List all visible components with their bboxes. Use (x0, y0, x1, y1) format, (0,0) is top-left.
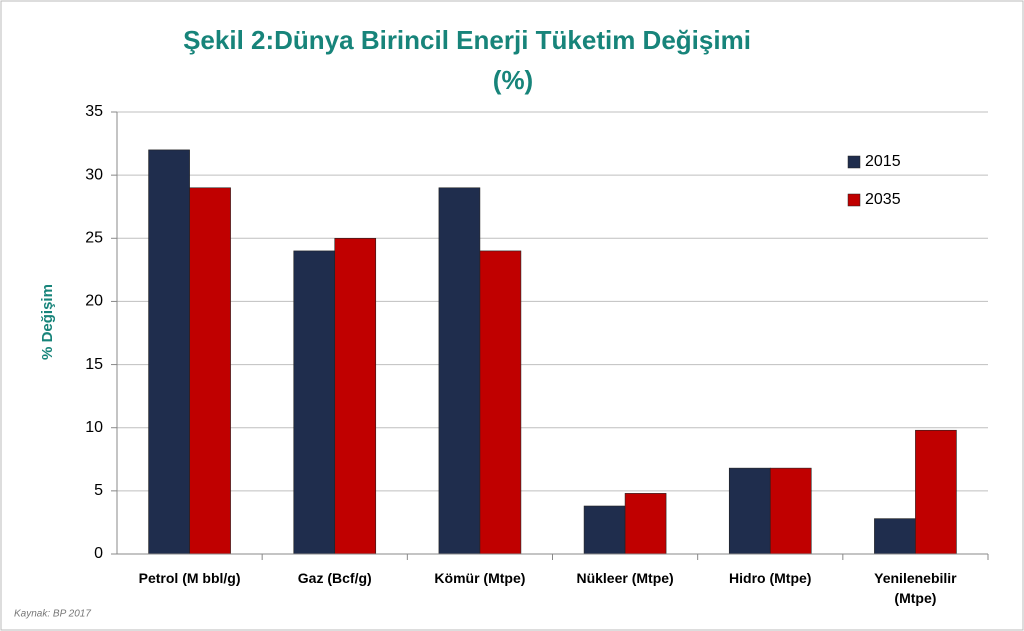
y-tick-label: 30 (85, 166, 103, 183)
y-tick-label: 20 (85, 293, 103, 310)
y-tick-label: 0 (94, 545, 103, 562)
bar (583, 505, 626, 555)
y-axis-label: % Değişim (39, 284, 56, 360)
y-tick-label: 35 (85, 103, 103, 120)
x-tick-label: Yenilenebilir (Mtpe) (874, 570, 957, 606)
legend-label: 2015 (865, 153, 901, 170)
bar (293, 250, 336, 555)
y-tick-label: 25 (85, 230, 103, 247)
x-tick-label: Nükleer (Mtpe) (576, 570, 674, 586)
bar (769, 467, 812, 555)
x-tick-label: Hidro (Mtpe) (729, 570, 812, 586)
x-tick-label: Kömür (Mtpe) (434, 570, 526, 586)
bar (189, 187, 231, 555)
bar (728, 467, 771, 555)
y-tick-label: 15 (85, 356, 103, 373)
x-tick-label: Petrol (M bbl/g) (138, 570, 241, 586)
legend-label: 2035 (865, 191, 901, 208)
bar (479, 250, 522, 555)
source: Kaynak: BP 2017 (14, 609, 91, 620)
bar (915, 429, 957, 555)
legend-swatch (847, 155, 861, 169)
bar (148, 149, 190, 555)
chart-title: Şekil 2:Dünya Birincil Enerji Tüketim De… (183, 25, 751, 55)
y-tick-label: 10 (85, 419, 103, 436)
y-tick-label: 5 (94, 482, 103, 499)
bar (874, 518, 916, 555)
x-tick-label: Gaz (Bcf/g) (297, 570, 372, 586)
bar (624, 493, 667, 555)
legend-swatch (847, 193, 861, 207)
bar (438, 187, 481, 555)
chart-title: (%) (493, 65, 533, 95)
bar (334, 237, 377, 555)
